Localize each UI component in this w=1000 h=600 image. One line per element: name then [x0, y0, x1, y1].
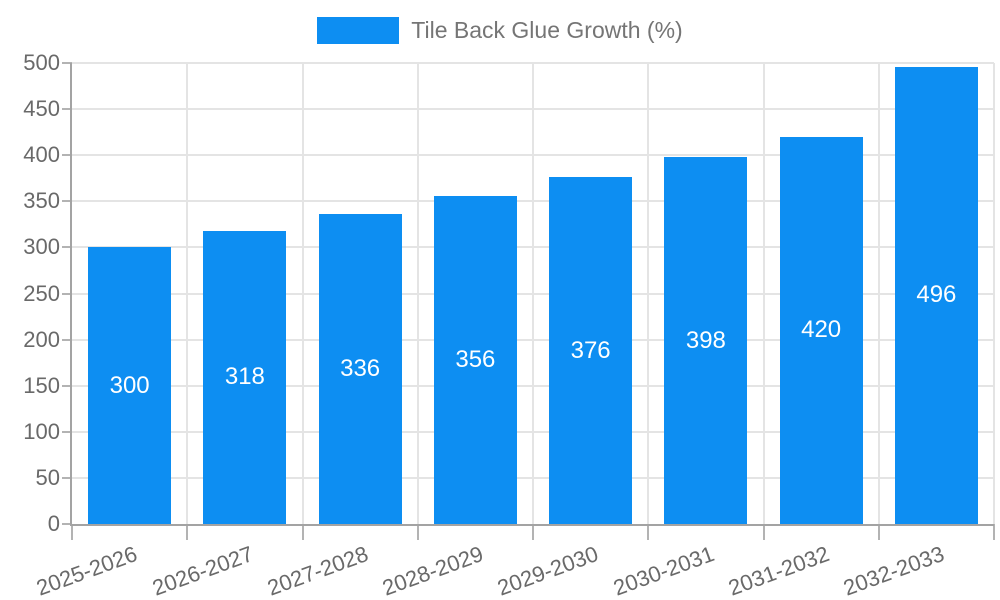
y-axis-tick	[62, 154, 72, 157]
x-axis-tick	[301, 524, 304, 540]
bar: 420	[779, 136, 863, 524]
bar-value-label: 356	[455, 345, 496, 373]
x-axis-tick	[186, 524, 189, 540]
bar-value-label: 496	[916, 281, 957, 309]
v-gridline	[186, 63, 189, 524]
y-axis-tick-label: 450	[23, 96, 60, 122]
v-gridline	[993, 63, 995, 524]
bar-value-label: 318	[224, 363, 265, 391]
bar: 356	[433, 195, 517, 524]
y-axis-tick	[62, 476, 72, 479]
y-axis-tick	[62, 338, 72, 341]
x-axis-tick	[71, 524, 73, 540]
y-axis-tick-label: 400	[23, 142, 60, 168]
y-axis-tick	[62, 62, 72, 64]
y-axis-tick-label: 300	[23, 234, 60, 260]
x-axis-category-label: 2027-2028	[263, 541, 372, 600]
x-axis-category-label: 2026-2027	[148, 541, 257, 600]
bar: 496	[894, 66, 978, 524]
y-axis-tick	[62, 292, 72, 295]
y-axis-tick	[62, 200, 72, 203]
v-gridline	[416, 63, 419, 524]
bar-value-label: 300	[109, 371, 150, 399]
bar-value-label: 376	[570, 336, 611, 364]
x-axis-line	[70, 524, 994, 526]
x-axis-category-label: 2028-2029	[379, 541, 487, 600]
x-axis-tick	[647, 524, 650, 540]
x-axis-tick	[762, 524, 765, 540]
v-gridline	[301, 63, 304, 524]
bar: 336	[318, 214, 402, 524]
y-axis-tick-label: 350	[23, 188, 60, 214]
v-gridline	[647, 63, 650, 524]
legend-swatch-icon	[317, 17, 400, 44]
legend[interactable]: Tile Back Glue Growth (%)	[0, 17, 1000, 44]
bar: 376	[549, 177, 633, 524]
x-axis-category-label: 2025-2026	[33, 541, 141, 600]
x-axis-category-label: 2031-2032	[724, 541, 833, 600]
v-gridline	[532, 63, 534, 524]
y-axis-tick	[62, 384, 72, 387]
bar-value-label: 420	[801, 316, 842, 344]
bar: 398	[664, 157, 748, 524]
x-axis-tick	[416, 524, 419, 540]
v-gridline	[877, 63, 880, 524]
y-axis-line	[70, 63, 72, 524]
x-axis-tick	[993, 524, 995, 540]
legend-label: Tile Back Glue Growth (%)	[411, 17, 683, 43]
x-axis-tick	[532, 524, 534, 540]
y-axis-tick-label: 250	[23, 280, 60, 306]
y-axis-tick-label: 150	[23, 372, 60, 398]
y-axis-tick-label: 500	[23, 50, 60, 75]
y-axis-tick	[62, 246, 72, 249]
y-axis-tick-label: 200	[23, 326, 60, 352]
y-axis-tick	[62, 430, 72, 433]
bar-value-label: 336	[340, 355, 381, 383]
y-axis-tick-label: 50	[35, 464, 60, 490]
y-axis-tick	[62, 108, 72, 111]
bar: 318	[203, 230, 287, 524]
v-gridline	[762, 63, 765, 524]
y-axis-tick	[62, 523, 72, 525]
x-axis-category-label: 2032-2033	[840, 541, 948, 600]
x-axis-category-label: 2030-2031	[609, 541, 718, 600]
x-axis-tick	[877, 524, 880, 540]
x-axis-category-label: 2029-2030	[494, 541, 602, 600]
bar-value-label: 398	[685, 326, 726, 354]
bar: 300	[88, 247, 172, 524]
y-axis-tick-label: 0	[47, 511, 60, 536]
y-axis-tick-label: 100	[23, 418, 60, 444]
